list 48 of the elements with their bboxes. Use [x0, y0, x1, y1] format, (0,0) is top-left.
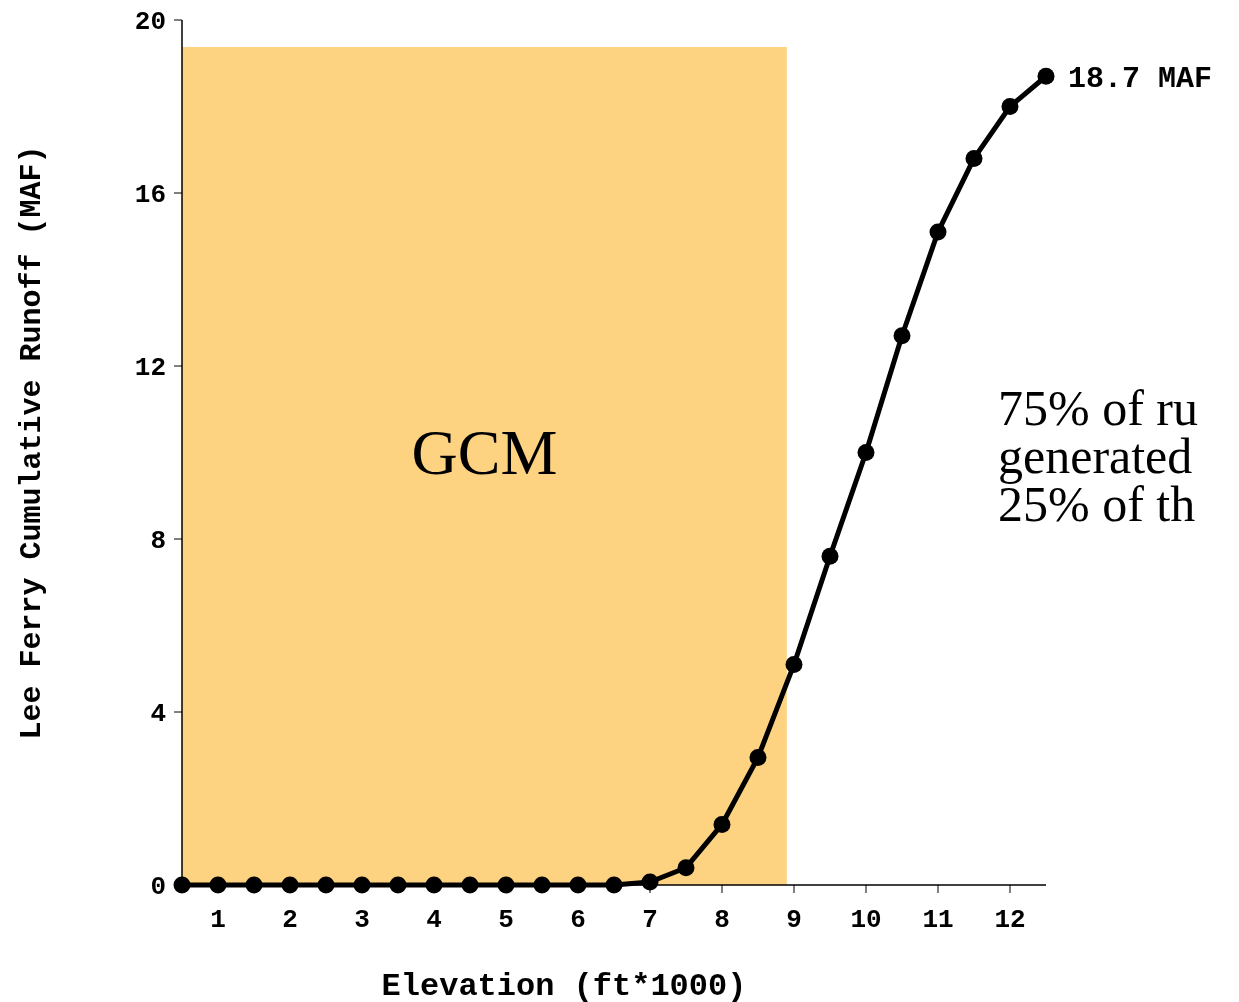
point — [317, 876, 335, 894]
point — [929, 223, 947, 241]
point — [641, 873, 659, 891]
point — [353, 876, 371, 894]
x-tick-label: 10 — [850, 905, 882, 935]
annotation: 75% of ru generated 25% of th — [998, 380, 1198, 532]
point — [893, 327, 911, 345]
point — [497, 876, 515, 894]
y-axis-title: Lee Ferry Cumulative Runoff (MAF) — [15, 145, 49, 740]
point — [461, 876, 479, 894]
point — [713, 815, 731, 833]
point — [281, 876, 299, 894]
y-tick-label: 20 — [134, 7, 166, 38]
annotation: 18.7 MAF — [1068, 61, 1213, 96]
x-tick-label: 5 — [498, 905, 514, 935]
point — [1001, 98, 1019, 115]
x-axis-title: Elevation (ft*1000) — [381, 968, 747, 1002]
point — [209, 876, 227, 894]
x-tick-label: 12 — [994, 905, 1026, 935]
x-tick-label: 9 — [786, 905, 802, 935]
y-tick-label: 16 — [134, 180, 166, 211]
band-label: GCM — [411, 417, 558, 489]
x-tick-label: 7 — [642, 905, 658, 935]
point — [533, 876, 551, 894]
x-tick-label: 11 — [922, 905, 954, 935]
point — [821, 547, 839, 565]
y-tick-label: 4 — [150, 699, 166, 730]
x-tick-label: 6 — [570, 905, 586, 935]
point — [245, 876, 263, 894]
point — [677, 859, 695, 877]
x-tick-label: 4 — [426, 905, 442, 935]
point — [425, 876, 443, 894]
x-tick-label: 3 — [354, 905, 370, 935]
y-tick-label: 8 — [150, 526, 166, 557]
point — [389, 876, 407, 894]
point — [569, 876, 587, 894]
x-tick-label: 2 — [282, 905, 298, 935]
point — [173, 876, 191, 894]
x-tick-label: 8 — [714, 905, 730, 935]
point — [749, 748, 767, 766]
x-tick-label: 1 — [210, 905, 226, 935]
point — [785, 655, 803, 673]
point — [605, 876, 623, 894]
point — [1037, 67, 1055, 85]
y-tick-label: 12 — [134, 353, 166, 384]
point — [857, 444, 875, 461]
y-tick-label: 0 — [150, 872, 166, 903]
point — [965, 149, 983, 167]
